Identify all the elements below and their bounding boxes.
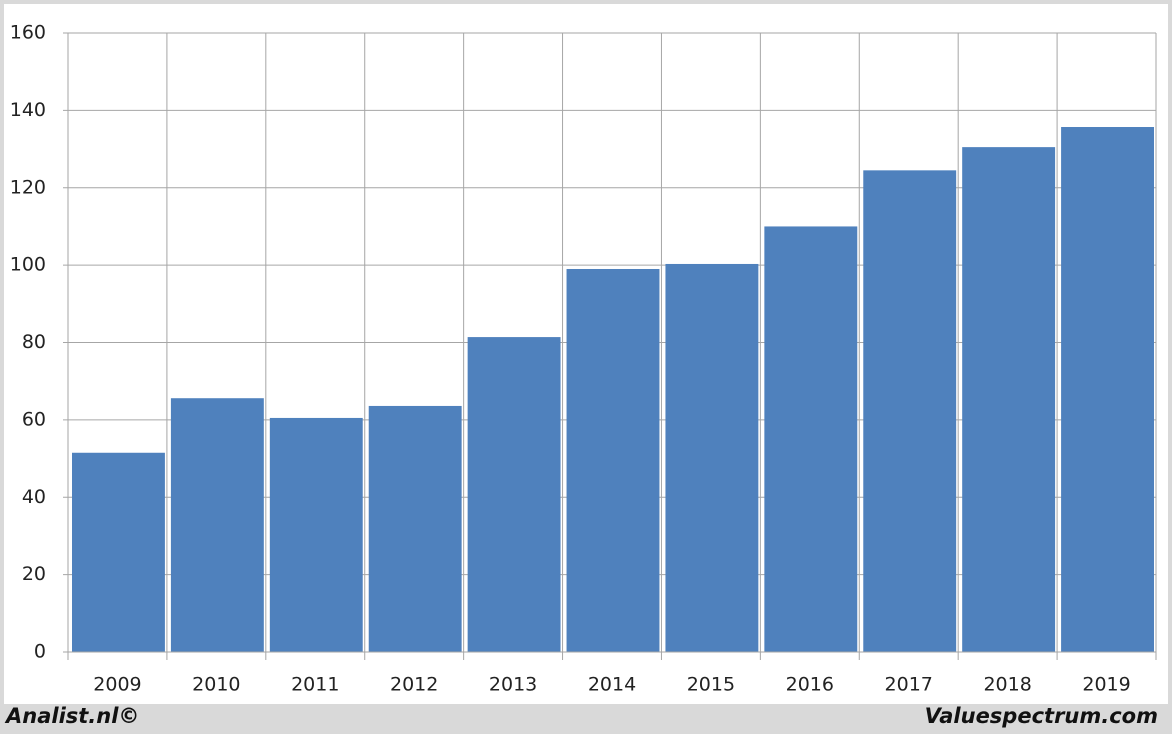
bar (764, 226, 858, 652)
bar (962, 147, 1056, 653)
bar (170, 398, 264, 652)
y-tick-label: 0 (34, 641, 46, 663)
y-tick-label: 120 (10, 176, 46, 198)
y-tick-label: 20 (22, 563, 46, 585)
x-tick-label: 2014 (588, 674, 636, 696)
x-tick-label: 2019 (1082, 674, 1130, 696)
bar (269, 417, 363, 652)
x-tick-label: 2013 (489, 674, 537, 696)
y-tick-label: 140 (10, 99, 46, 121)
bar (368, 405, 462, 652)
y-tick-label: 160 (10, 22, 46, 44)
bar (665, 263, 759, 652)
footer-left: Analist.nl© (4, 704, 139, 728)
bar (467, 337, 561, 652)
y-tick-label: 80 (22, 331, 46, 353)
x-tick-label: 2018 (983, 674, 1031, 696)
x-tick-label: 2011 (291, 674, 339, 696)
x-tick-label: 2010 (192, 674, 240, 696)
x-tick-label: 2016 (786, 674, 834, 696)
y-tick-label: 100 (10, 254, 46, 276)
bar (566, 268, 660, 652)
y-tick-label: 40 (22, 486, 46, 508)
bar (1061, 127, 1154, 653)
bar (72, 452, 165, 652)
y-tick-label: 60 (22, 408, 46, 430)
x-tick-label: 2017 (885, 674, 933, 696)
x-tick-label: 2012 (390, 674, 438, 696)
footer-right: Valuespectrum.com (925, 704, 1158, 728)
x-tick-label: 2015 (687, 674, 735, 696)
x-tick-label: 2009 (93, 674, 141, 696)
bar (863, 170, 957, 652)
